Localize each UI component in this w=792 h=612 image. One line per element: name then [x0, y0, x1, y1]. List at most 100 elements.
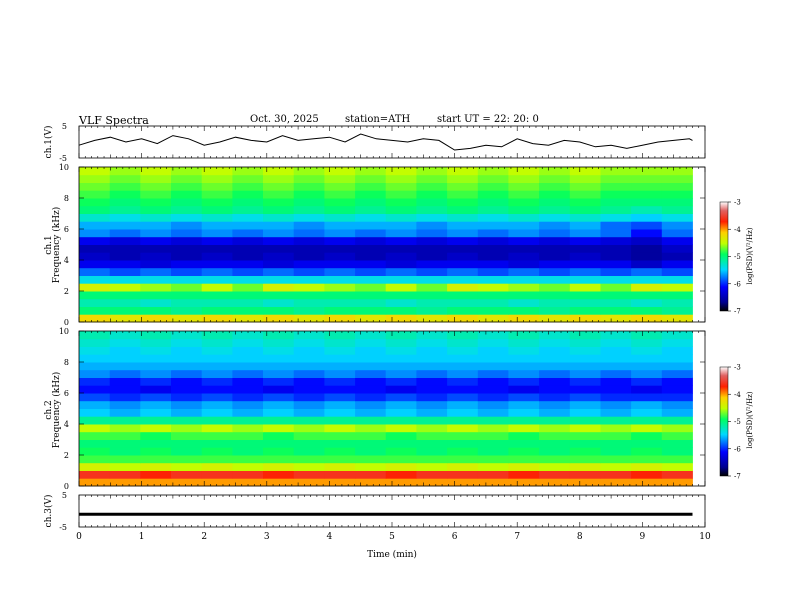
spectrogram1-cell: [263, 213, 295, 222]
spectrogram2-cell: [416, 424, 448, 433]
spectrogram2-cell: [201, 385, 233, 394]
spectrogram1-cell: [539, 283, 571, 292]
spectrogram2-cell: [631, 369, 663, 378]
spectrogram1-cell: [293, 298, 325, 307]
spectrogram2-cell: [232, 431, 264, 440]
spectrogram2-cell: [79, 408, 111, 417]
spectrogram2-cell: [79, 338, 111, 347]
spectrogram1-cell: [201, 275, 233, 284]
spectrogram1-cell: [477, 275, 509, 284]
spectrogram2-cell: [631, 338, 663, 347]
spectrogram1-cell: [324, 174, 356, 183]
spectrogram2-cell: [539, 408, 571, 417]
spectrogram2-cell: [447, 470, 479, 479]
spectrogram1-cell: [263, 267, 295, 276]
spectrogram1-cell: [447, 198, 479, 207]
x-tick-label: 4: [327, 532, 333, 542]
spectrogram2-cell: [385, 338, 417, 347]
spectrogram1-cell: [661, 260, 693, 269]
spectrogram2-cell: [324, 478, 356, 487]
spectrogram1-cell: [171, 198, 203, 207]
spectrogram1-cell: [600, 291, 632, 300]
spectrogram1-cell: [293, 236, 325, 245]
x-tick-label: 8: [577, 532, 583, 542]
spectrogram1-cell: [171, 314, 203, 323]
spectrogram1-cell: [539, 213, 571, 222]
spectrogram2-cell: [508, 455, 540, 464]
spectrogram2-cell: [477, 377, 509, 386]
spectrogram1-cell: [661, 167, 693, 176]
spectrogram1-cell: [569, 221, 601, 230]
spectrogram2-cell: [477, 393, 509, 402]
spectrogram1-cell: [416, 244, 448, 253]
spectrogram1-cell: [324, 252, 356, 261]
spectrogram2-cell: [201, 439, 233, 448]
spectrogram1-cell: [477, 182, 509, 191]
spectrogram1-cell: [140, 260, 172, 269]
spectrogram2-cell: [79, 393, 111, 402]
spectrogram2-cell: [661, 354, 693, 363]
spectrogram1-cell: [477, 221, 509, 230]
spectrogram1-cell: [569, 182, 601, 191]
spectrogram2-cell: [447, 346, 479, 355]
spectrogram2-y-tick-label: 4: [64, 420, 69, 429]
spectrogram2-cell: [201, 338, 233, 347]
spectrogram2-cell: [293, 369, 325, 378]
spectrogram2-cell: [355, 385, 387, 394]
spectrogram1-cell: [385, 267, 417, 276]
spectrogram1-cell: [140, 275, 172, 284]
spectrogram1-cell: [79, 182, 111, 191]
spectrogram2-cell: [508, 393, 540, 402]
spectrogram1-cell: [201, 260, 233, 269]
spectrogram2-cell: [293, 424, 325, 433]
spectrogram2-cell: [293, 346, 325, 355]
spectrogram2-cell: [631, 462, 663, 471]
spectrogram1-cell: [477, 229, 509, 238]
spectrogram1-cell: [447, 205, 479, 214]
spectrogram1-cell: [477, 167, 509, 176]
spectrogram2-cell: [569, 455, 601, 464]
spectrogram2-cell: [232, 439, 264, 448]
spectrogram1-cell: [447, 229, 479, 238]
spectrogram2-cell: [447, 478, 479, 487]
spectrogram1-cell: [447, 314, 479, 323]
spectrogram1-cell: [600, 275, 632, 284]
spectrogram2-cell: [508, 400, 540, 409]
spectrogram2-cell: [263, 447, 295, 456]
spectrogram2-cell: [293, 338, 325, 347]
colorbar1-label: log(PSD)(V²/Hz): [746, 227, 754, 284]
spectrogram1-cell: [661, 252, 693, 261]
spectrogram1-cell: [355, 252, 387, 261]
spectrogram1-cell: [140, 213, 172, 222]
spectrogram1-cell: [293, 221, 325, 230]
spectrogram2-y-tick-label: 0: [64, 482, 69, 491]
spectrogram1-cell: [508, 267, 540, 276]
spectrogram2-cell: [293, 354, 325, 363]
spectrogram1-cell: [201, 236, 233, 245]
spectrogram1-cell: [79, 314, 111, 323]
spectrogram1-cell: [631, 167, 663, 176]
spectrogram2-cell: [477, 331, 509, 340]
ch3-y-tick-label: -5: [59, 523, 67, 532]
spectrogram2-cell: [416, 416, 448, 425]
spectrogram2-cell: [447, 400, 479, 409]
spectrogram1-cell: [293, 174, 325, 183]
colorbar2-tick-label: -7: [734, 473, 741, 481]
spectrogram2-cell: [539, 385, 571, 394]
colorbar2-tick-label: -4: [734, 391, 741, 399]
spectrogram2-cell: [569, 400, 601, 409]
spectrogram1-cell: [477, 283, 509, 292]
spectrogram2-cell: [416, 385, 448, 394]
spectrogram1-cell: [631, 283, 663, 292]
spectrogram2-cell: [324, 400, 356, 409]
spectrogram1-cell: [232, 190, 264, 199]
spectrogram1-cell: [600, 229, 632, 238]
spectrogram2-cell: [661, 470, 693, 479]
spectrogram1-cell: [109, 291, 141, 300]
spectrogram2-cell: [477, 362, 509, 371]
spectrogram1-cell: [201, 306, 233, 315]
spectrogram1-cell: [631, 252, 663, 261]
spectrogram1-cell: [293, 275, 325, 284]
spectrogram2-cell: [447, 354, 479, 363]
spectrogram1-cell: [416, 174, 448, 183]
